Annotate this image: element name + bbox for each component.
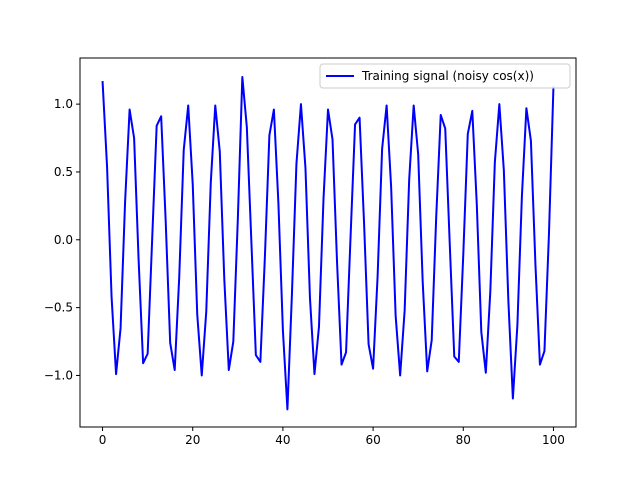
y-tick-label: 0.5	[54, 165, 73, 179]
line-series	[101, 75, 555, 411]
legend-label: Training signal (noisy cos(x))	[361, 69, 534, 83]
y-tick-label: 0.0	[54, 233, 73, 247]
y-tick-label: −0.5	[44, 301, 73, 315]
y-tick-label: 1.0	[54, 97, 73, 111]
x-tick-label: 40	[275, 433, 290, 447]
x-tick-label: 0	[99, 433, 107, 447]
x-tick-label: 20	[185, 433, 200, 447]
y-tick-label: −1.0	[44, 368, 73, 382]
x-tick-label: 100	[542, 433, 565, 447]
axes-frame	[79, 57, 577, 428]
x-tick-label: 60	[365, 433, 380, 447]
legend-box	[319, 63, 571, 89]
x-tick-label: 80	[456, 433, 471, 447]
